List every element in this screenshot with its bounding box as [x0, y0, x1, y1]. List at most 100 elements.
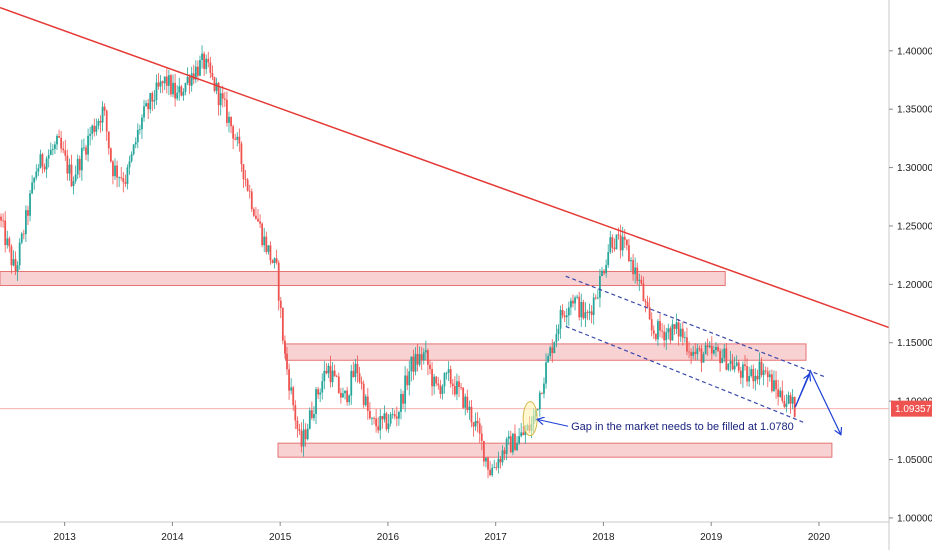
candle-body [294, 405, 297, 421]
candle-body [267, 245, 270, 252]
candlestick-series [0, 45, 796, 479]
candle-body [16, 265, 19, 272]
candle-body [538, 392, 541, 410]
candle-body [190, 73, 193, 86]
candle-body [350, 370, 353, 396]
candle-body [265, 236, 268, 252]
candle-body [223, 98, 226, 100]
candle-body [603, 270, 605, 274]
candle-body [683, 337, 686, 339]
candle-body [536, 409, 539, 410]
candle-body [250, 191, 253, 210]
candle-body [710, 345, 713, 354]
candle-body [255, 215, 257, 219]
candle-body [675, 322, 678, 329]
y-tick-label: 1.25000 [897, 221, 932, 232]
candle-body [300, 430, 303, 447]
candle-body [489, 469, 491, 476]
candle-body [354, 363, 357, 378]
candle-body [611, 237, 614, 248]
candle-body [93, 125, 96, 132]
candle-body [665, 332, 668, 341]
y-tick-label: 1.40000 [897, 46, 932, 57]
candle-body [87, 135, 89, 155]
candle-body [601, 270, 603, 276]
candle-body [304, 429, 307, 440]
candle-body [360, 381, 363, 384]
candle-body [632, 260, 634, 275]
candle-body [497, 458, 500, 468]
candle-body [288, 369, 290, 391]
candle-body [704, 345, 707, 355]
candle-body [742, 364, 744, 378]
candle-body [669, 328, 672, 341]
candle-body [509, 436, 512, 453]
candle-body [290, 387, 293, 391]
candle-body [754, 375, 757, 382]
candle-body [373, 417, 375, 419]
channel-upper-line [565, 275, 825, 378]
candle-body [485, 457, 487, 462]
projection-up-arrow [794, 375, 809, 408]
candle-body [389, 414, 392, 424]
candle-body [418, 354, 421, 365]
candle-body [66, 155, 69, 174]
candle-body [147, 103, 150, 110]
candle-body [186, 76, 189, 84]
candle-body [219, 93, 222, 106]
candle-body [145, 103, 147, 107]
current-price-box[interactable] [891, 400, 932, 417]
y-tick-label: 1.20000 [897, 280, 932, 291]
candle-body [315, 389, 317, 414]
candle-body [58, 136, 60, 138]
candle-body [192, 73, 195, 80]
candle-body [480, 433, 483, 441]
candle-body [472, 422, 475, 427]
candle-body [499, 458, 502, 463]
candle-body [456, 381, 458, 395]
candle-body [764, 370, 767, 372]
descending-trendline [0, 6, 890, 329]
candle-body [657, 321, 659, 340]
candle-body [654, 333, 657, 340]
candle-body [279, 300, 282, 309]
candle-body [85, 147, 87, 155]
candle-body [555, 334, 558, 343]
candle-body [642, 283, 645, 301]
candle-body [333, 370, 336, 377]
candle-body [609, 237, 612, 253]
current-price-tag[interactable]: 1.09357 [891, 400, 932, 417]
candle-body [487, 457, 489, 470]
candle-body [331, 370, 334, 383]
y-axis-ticks: 1.000001.050001.100001.150001.200001.250… [889, 46, 932, 524]
candle-body [702, 354, 705, 363]
candle-body [443, 372, 446, 387]
x-tick-label: 2013 [54, 532, 77, 543]
candle-body [56, 136, 58, 145]
candle-body [565, 315, 568, 318]
candle-body [449, 369, 452, 384]
candle-body [89, 133, 92, 136]
candle-body [561, 309, 564, 316]
x-tick-label: 2018 [592, 532, 615, 543]
candle-body [773, 380, 775, 392]
candle-body [638, 279, 641, 281]
candle-body [520, 432, 523, 437]
candle-body [138, 129, 141, 131]
candle-body [201, 53, 203, 61]
candle-body [478, 423, 481, 434]
candle-body [482, 440, 485, 462]
candle-body [271, 260, 274, 264]
candle-body [677, 322, 680, 337]
candle-body [400, 393, 402, 412]
candle-body [650, 319, 653, 331]
candle-body [209, 62, 212, 73]
candle-body [141, 117, 143, 130]
candle-body [327, 365, 330, 374]
candle-body [698, 348, 701, 350]
candle-body [342, 393, 344, 398]
candle-body [545, 362, 547, 384]
candle-body [317, 389, 319, 395]
candle-body [62, 148, 65, 151]
candle-body [339, 392, 342, 398]
